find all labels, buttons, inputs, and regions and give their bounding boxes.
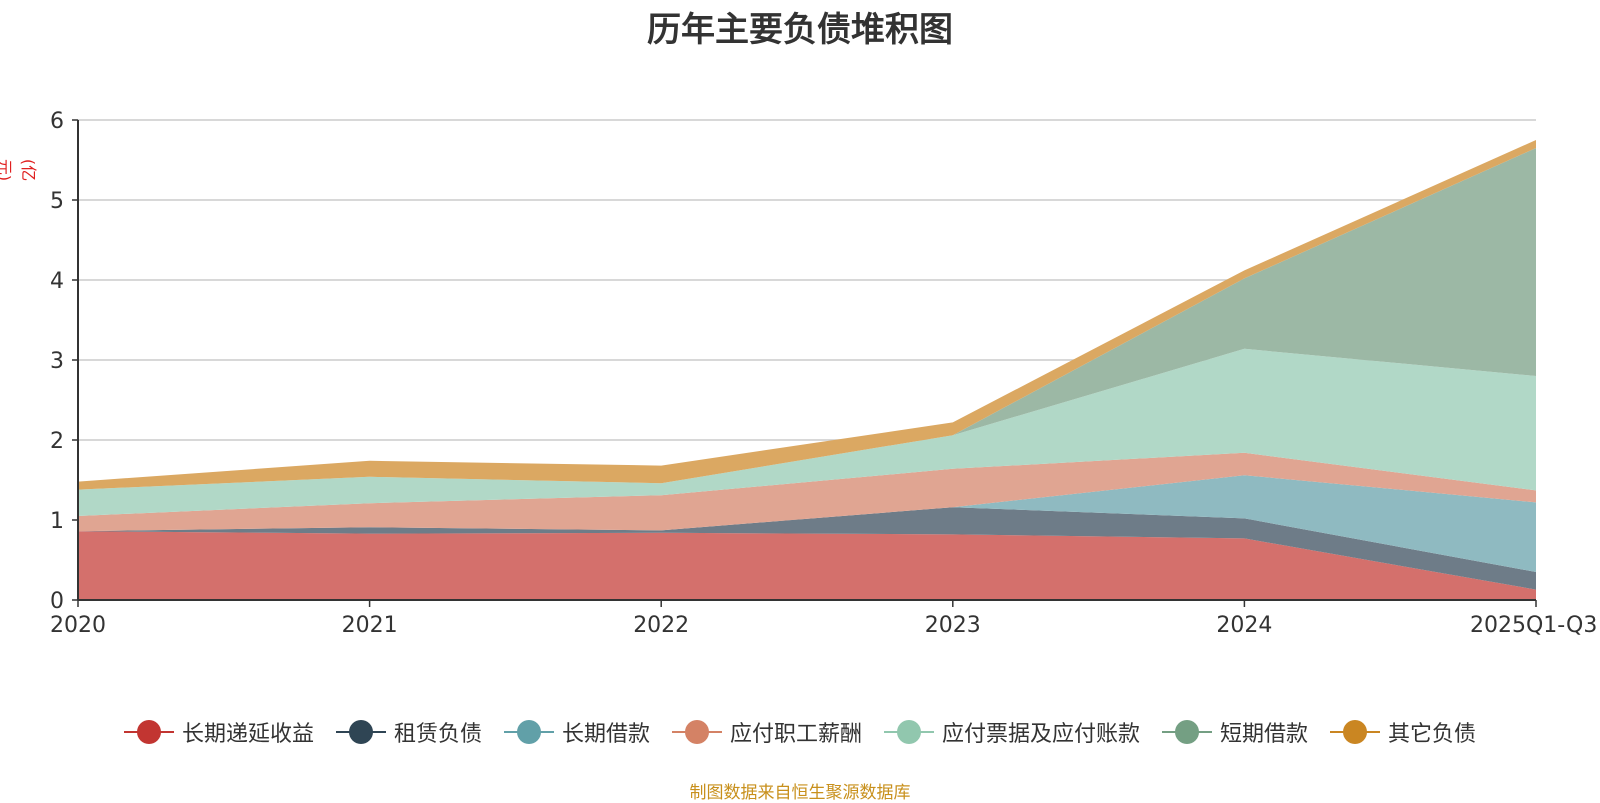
chart-plot: 0 1 2 3 4 5 6 2020 2021 2022 2023 2024 2025Q1-Q3 <box>50 109 1597 638</box>
y-tick-label: 2 <box>50 429 64 454</box>
legend-item-3[interactable]: 应付职工薪酬 <box>671 716 862 748</box>
y-tick-label: 6 <box>50 109 64 134</box>
x-tick-label: 2020 <box>50 613 106 638</box>
area-series-4 <box>78 348 1536 516</box>
legend-item-5[interactable]: 短期借款 <box>1162 716 1308 748</box>
legend-marker-icon <box>335 720 386 744</box>
x-tick-label: 2025Q1-Q3 <box>1470 613 1597 638</box>
legend: 长期递延收益 租赁负债 长期借款 应付职工薪酬 应付票据及应付账款 短期借款 其它负债 <box>0 716 1600 748</box>
legend-label: 长期递延收益 <box>181 722 314 747</box>
source-note: 制图数据来自恒生聚源数据库 <box>689 783 911 803</box>
legend-marker-icon <box>503 720 554 744</box>
legend-label: 租赁负债 <box>393 722 482 747</box>
axes <box>72 119 1537 607</box>
x-tick-label: 2023 <box>925 613 981 638</box>
legend-marker-icon <box>123 720 174 744</box>
x-tick-label: 2022 <box>633 613 689 638</box>
legend-label: 应付职工薪酬 <box>729 722 862 747</box>
y-tick-label: 3 <box>50 349 64 374</box>
legend-marker-icon <box>884 720 934 744</box>
area-series-1 <box>78 507 1536 590</box>
legend-label: 短期借款 <box>1220 722 1309 747</box>
x-tick-label: 2021 <box>342 613 398 638</box>
chart-title: 历年主要负债堆积图 <box>647 10 953 50</box>
legend-label: 长期借款 <box>561 722 650 747</box>
legend-item-0[interactable]: 长期递延收益 <box>123 716 314 748</box>
legend-item-4[interactable]: 应付票据及应付账款 <box>884 716 1140 748</box>
legend-label: 其它负债 <box>1388 722 1477 747</box>
y-tick-label: 0 <box>50 589 64 614</box>
legend-item-2[interactable]: 长期借款 <box>503 716 650 748</box>
y-tick-label: 4 <box>50 269 64 294</box>
legend-marker-icon <box>1162 720 1213 744</box>
area-series-3 <box>78 452 1536 532</box>
area-series <box>78 140 1536 600</box>
area-series-2 <box>78 475 1536 572</box>
y-tick-label: 5 <box>50 189 64 214</box>
tick-labels: 0 1 2 3 4 5 6 2020 2021 2022 2023 2024 2025Q1-Q3 <box>50 109 1597 638</box>
legend-item-1[interactable]: 租赁负债 <box>335 716 482 748</box>
legend-marker-icon <box>1330 720 1381 744</box>
area-series-5 <box>78 148 1536 490</box>
legend-marker-icon <box>671 720 722 744</box>
y-tick-label: 1 <box>50 509 64 534</box>
x-tick-label: 2024 <box>1216 613 1272 638</box>
legend-item-6[interactable]: 其它负债 <box>1330 716 1476 748</box>
legend-label: 应付票据及应付账款 <box>942 722 1141 747</box>
area-series-0 <box>78 531 1536 600</box>
